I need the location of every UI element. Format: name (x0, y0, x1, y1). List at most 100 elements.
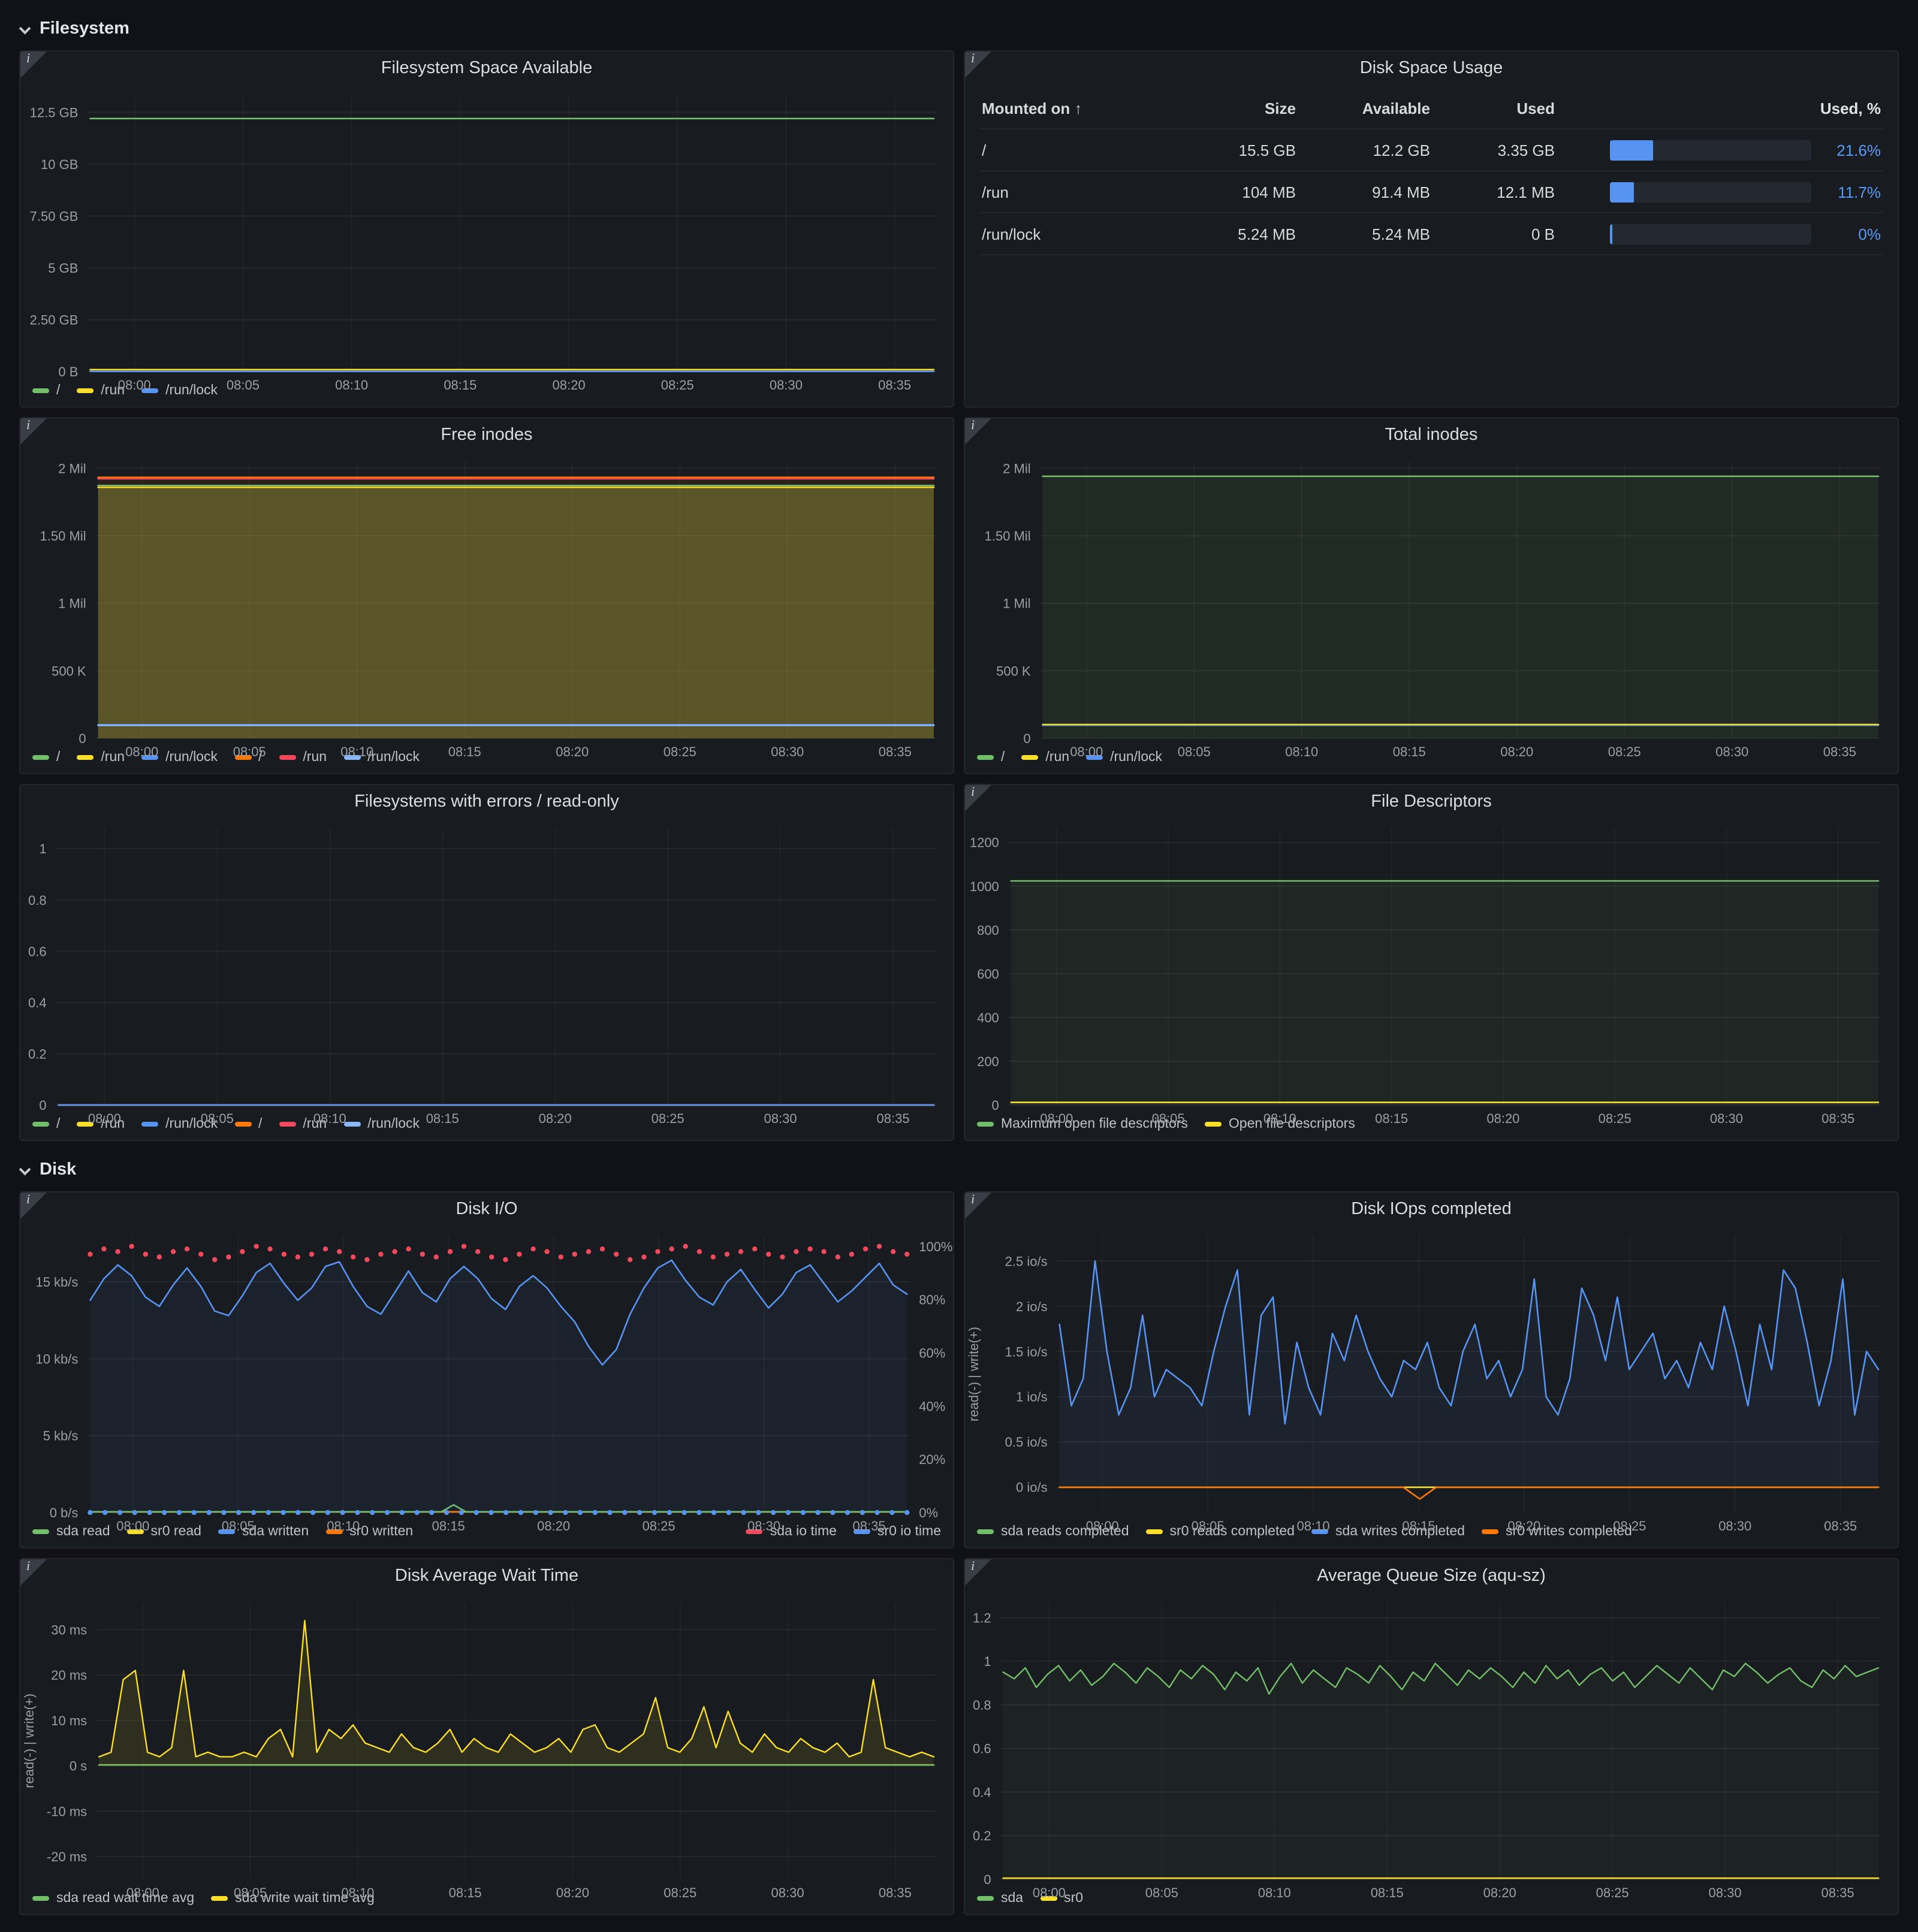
legend-item[interactable]: sda writes completed (1311, 1525, 1465, 1539)
svg-text:08:20: 08:20 (539, 1111, 572, 1126)
legend-group: / /run/run/lock (977, 750, 1162, 765)
legend-swatch-icon (325, 1529, 343, 1534)
legend-label: sda written (242, 1525, 309, 1539)
svg-text:2.50 GB: 2.50 GB (30, 312, 79, 327)
legend-item[interactable]: /run/lock (141, 384, 218, 398)
panel-info-icon[interactable]: i (20, 1193, 47, 1219)
panel-title[interactable]: Total inodes (1385, 425, 1478, 445)
legend-swatch-icon (977, 1896, 994, 1901)
legend-swatch-icon (343, 755, 361, 760)
legend-item[interactable]: /run/lock (343, 1117, 420, 1131)
legend-item[interactable]: /run/lock (343, 750, 420, 765)
chart-svg: 0 200 400 600 800 1000 1200 08:00 08:05 08:10 08:1… (970, 828, 1881, 1126)
svg-text:1.50 Mil: 1.50 Mil (985, 529, 1031, 544)
table-row: /run/lock 5.24 MB 5.24 MB 0 B 0% (979, 213, 1883, 255)
panel-info-icon[interactable]: i (20, 1559, 47, 1586)
panel-title[interactable]: Disk I/O (456, 1200, 518, 1219)
legend-item[interactable]: /run (1021, 750, 1069, 765)
panel-info-icon[interactable]: i (965, 785, 991, 811)
legend-group: / /run/run/lock / /run/run/lock (32, 1117, 420, 1131)
legend-item[interactable]: sda reads completed (977, 1525, 1129, 1539)
column-header-available[interactable]: Available (1362, 99, 1430, 117)
legend-item[interactable]: /run/lock (141, 750, 218, 765)
panel-info-icon[interactable]: i (965, 1559, 991, 1586)
section-row-filesystem[interactable]: Filesystem (19, 12, 1899, 46)
filesystem-space-chart[interactable]: 0 B 2.50 GB 5 GB 7.50 GB 10 GB 12.5 GB 08:00 08… (20, 85, 953, 393)
svg-text:1 Mil: 1 Mil (58, 596, 86, 611)
svg-text:08:25: 08:25 (643, 1519, 675, 1533)
legend-item[interactable]: /run (77, 750, 125, 765)
panel-title[interactable]: Average Queue Size (aqu-sz) (1317, 1566, 1546, 1586)
legend-label: /run (303, 1117, 327, 1131)
legend-item[interactable]: /run (77, 384, 125, 398)
legend-swatch-icon (218, 1529, 235, 1534)
legend-item[interactable]: /run/lock (1086, 750, 1162, 765)
panel-title[interactable]: Disk IOps completed (1351, 1200, 1512, 1219)
legend-item[interactable]: Open file descriptors (1204, 1117, 1355, 1131)
queue-size-chart[interactable]: 0 0.2 0.4 0.6 0.8 1 1.2 08:00 08:05 08:10 08:15 08:… (965, 1593, 1898, 1900)
legend-item[interactable]: sr0 io time (853, 1525, 941, 1539)
panel-info-icon[interactable]: i (20, 52, 47, 78)
svg-text:0.2: 0.2 (28, 1046, 47, 1061)
legend-item[interactable]: / (32, 384, 60, 398)
legend-item[interactable]: / (234, 750, 262, 765)
file-descriptors-chart[interactable]: 0 200 400 600 800 1000 1200 08:00 08:05 08:10 08:1… (965, 819, 1898, 1126)
legend-item[interactable]: / (234, 1117, 262, 1131)
panel-title[interactable]: Filesystems with errors / read-only (354, 792, 619, 811)
legend-item[interactable]: sda written (218, 1525, 309, 1539)
column-header-used[interactable]: Used, % (1820, 99, 1881, 117)
legend-item[interactable]: sda read (32, 1525, 110, 1539)
legend-item[interactable]: sda io time (746, 1525, 837, 1539)
panel-info-icon[interactable]: i (965, 1193, 991, 1219)
legend-item[interactable]: /run (279, 750, 327, 765)
legend-label: sda read (56, 1525, 110, 1539)
total-inodes-chart[interactable]: 0 500 K 1 Mil 1.50 Mil 2 Mil 08:00 08:05 08:10 0… (965, 452, 1898, 759)
disk-wait-chart[interactable]: -20 ms -10 ms 0 s 10 ms 20 ms 30 ms 08:00 08:05… (20, 1593, 953, 1900)
svg-text:08:35: 08:35 (1822, 1885, 1854, 1900)
legend-item[interactable]: / (32, 750, 60, 765)
panel-title[interactable]: Filesystem Space Available (381, 59, 593, 78)
legend-item[interactable]: / (977, 750, 1005, 765)
svg-text:08:10: 08:10 (1258, 1885, 1291, 1900)
legend-swatch-icon (343, 1122, 361, 1127)
column-header-used[interactable]: Used (1516, 99, 1555, 117)
legend-item[interactable]: sda write wait time avg (211, 1891, 375, 1906)
svg-text:0 io/s: 0 io/s (1016, 1480, 1048, 1495)
legend-item[interactable]: sda read wait time avg (32, 1891, 194, 1906)
legend-item[interactable]: / (32, 1117, 60, 1131)
legend-item[interactable]: sr0 reads completed (1145, 1525, 1295, 1539)
free-inodes-chart[interactable]: 0 500 K 1 Mil 1.50 Mil 2 Mil 08:00 08:05 08:10 0… (20, 452, 953, 759)
column-header-mounted-on[interactable]: Mounted on ↑ (982, 99, 1082, 117)
disk-io-chart[interactable]: 0 b/s 5 kb/s 10 kb/s 15 kb/s 0% 20% 40% 60% 80% 1… (20, 1226, 953, 1533)
legend-swatch-icon (211, 1896, 228, 1901)
panel-info-icon[interactable]: i (20, 418, 47, 445)
legend-item[interactable]: Maximum open file descriptors (977, 1117, 1188, 1131)
panel-info-icon[interactable]: i (965, 52, 991, 78)
legend-label: /run/lock (165, 384, 218, 398)
panel-title[interactable]: Disk Average Wait Time (394, 1566, 579, 1586)
legend-item[interactable]: /run (77, 1117, 125, 1131)
svg-text:1: 1 (984, 1654, 991, 1669)
legend-item[interactable]: sr0 written (325, 1525, 413, 1539)
svg-text:08:30: 08:30 (771, 1885, 804, 1900)
svg-text:1000: 1000 (970, 879, 999, 894)
svg-text:08:35: 08:35 (1823, 744, 1856, 759)
svg-text:08:10: 08:10 (327, 1519, 360, 1533)
legend-item[interactable]: sr0 (1040, 1891, 1083, 1906)
panel-title[interactable]: Disk Space Usage (1359, 59, 1503, 78)
panel-title[interactable]: File Descriptors (1371, 792, 1492, 811)
svg-text:40%: 40% (919, 1399, 945, 1414)
panel-title[interactable]: Free inodes (441, 425, 533, 445)
section-row-disk[interactable]: Disk (19, 1153, 1899, 1187)
legend-item[interactable]: sda (977, 1891, 1023, 1906)
filesystems-errors-chart[interactable]: 0 0.2 0.4 0.6 0.8 1 08:00 08:05 08:10 08:15 08:20 0… (20, 819, 953, 1126)
disk-iops-chart[interactable]: 0 io/s 0.5 io/s 1 io/s 1.5 io/s 2 io/s 2.5 io… (965, 1226, 1898, 1533)
legend-item[interactable]: /run/lock (141, 1117, 218, 1131)
legend-item[interactable]: sr0 read (126, 1525, 201, 1539)
panel-info-icon[interactable]: i (965, 418, 991, 445)
legend-item[interactable]: sr0 writes completed (1482, 1525, 1632, 1539)
svg-text:08:30: 08:30 (771, 744, 804, 759)
column-header-size[interactable]: Size (1264, 99, 1296, 117)
svg-text:08:15: 08:15 (449, 1885, 482, 1900)
legend-item[interactable]: /run (279, 1117, 327, 1131)
